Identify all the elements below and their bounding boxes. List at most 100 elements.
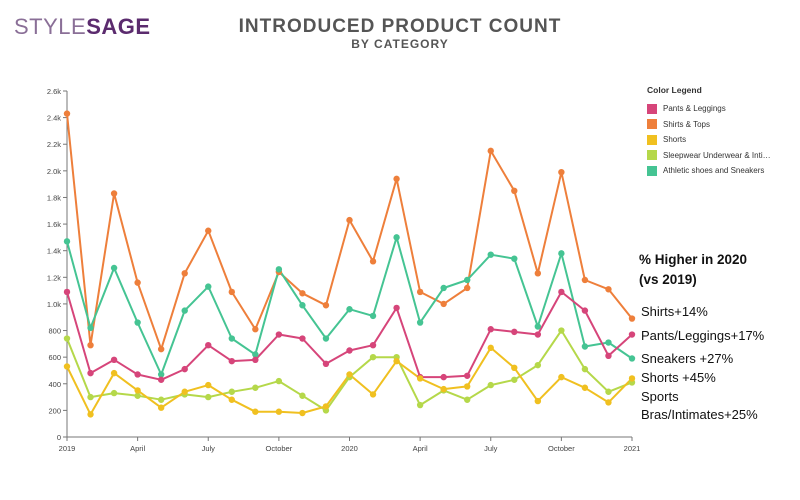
data-point-shirts-tops [110, 190, 118, 197]
data-point-sleepwear-underwear-inti [511, 376, 518, 383]
y-tick-label: 200 [48, 406, 61, 415]
annotation-shorts: Shorts +45% [641, 370, 716, 385]
data-point-athletic-shoes-and-sneakers [416, 319, 424, 326]
y-tick-label: 2.0k [47, 167, 61, 176]
data-point-athletic-shoes-and-sneakers [534, 323, 542, 330]
y-tick-label: 2.6k [47, 87, 61, 96]
data-point-shorts [511, 364, 518, 371]
data-point-shirts-tops [440, 300, 447, 308]
data-point-shorts [228, 396, 235, 403]
data-point-sleepwear-underwear-inti [252, 384, 259, 391]
legend-title: Color Legend [647, 85, 702, 95]
data-point-pants-leggings [464, 372, 471, 379]
legend-swatch-sneakers [647, 165, 657, 176]
data-point-shorts [534, 397, 542, 405]
legend-item-sneakers[interactable]: Athletic shoes and Sneakers [647, 163, 771, 179]
legend-label-shorts: Shorts [663, 135, 687, 145]
data-point-pants-leggings [63, 288, 71, 296]
series-line-pants-leggings [66, 290, 633, 381]
data-point-athletic-shoes-and-sneakers [110, 264, 118, 272]
data-point-pants-leggings [605, 352, 612, 360]
data-point-pants-leggings [181, 365, 188, 373]
chart-subtitle: BY CATEGORY [351, 37, 449, 51]
data-point-shirts-tops [181, 270, 188, 277]
chart-title: INTRODUCED PRODUCT COUNT [238, 16, 562, 37]
data-point-sleepwear-underwear-inti [63, 335, 71, 342]
legend-item-pants[interactable]: Pants & Leggings [647, 101, 771, 117]
data-point-sleepwear-underwear-inti [534, 361, 542, 369]
x-tick-label: April [413, 444, 428, 453]
data-point-sleepwear-underwear-inti [605, 388, 612, 395]
data-point-pants-leggings [157, 376, 165, 383]
legend-swatch-shirts [647, 119, 657, 130]
data-point-shirts-tops [511, 187, 518, 195]
data-point-shorts [181, 388, 188, 395]
x-tick-label: 2021 [624, 444, 641, 453]
data-point-athletic-shoes-and-sneakers [181, 307, 188, 314]
data-point-shirts-tops [63, 110, 71, 117]
x-tick-label: July [202, 444, 216, 453]
data-point-pants-leggings [252, 356, 259, 364]
data-point-athletic-shoes-and-sneakers [63, 238, 71, 245]
y-tick-label: 1.8k [47, 193, 61, 202]
data-point-shirts-tops [487, 147, 494, 155]
data-point-athletic-shoes-and-sneakers [464, 276, 471, 284]
legend-item-sleepwear[interactable]: Sleepwear Underwear & Inti… [647, 148, 771, 164]
data-point-pants-leggings [322, 360, 330, 368]
data-point-shirts-tops [228, 288, 235, 296]
data-point-pants-leggings [581, 307, 589, 314]
data-point-athletic-shoes-and-sneakers [87, 324, 94, 332]
data-point-shorts [134, 387, 141, 394]
data-point-pants-leggings [205, 341, 212, 349]
data-point-shirts-tops [464, 284, 471, 292]
series-line-shirts-tops [66, 113, 633, 351]
legend-label-shirts: Shirts & Tops [663, 119, 710, 129]
data-point-pants-leggings [87, 369, 94, 377]
data-point-shirts-tops [628, 315, 636, 322]
data-point-pants-leggings [275, 331, 283, 338]
data-point-sleepwear-underwear-inti [464, 396, 471, 403]
data-point-shirts-tops [605, 286, 612, 293]
data-point-sleepwear-underwear-inti [110, 389, 118, 397]
data-point-shorts [393, 357, 400, 365]
y-tick-label: 1.6k [47, 220, 61, 229]
annotation-pants: Pants/Leggings+17% [641, 328, 765, 343]
annotation-sports-line1: Sports [641, 389, 679, 404]
data-point-shorts [558, 373, 565, 381]
legend-label-pants: Pants & Leggings [663, 104, 726, 114]
series-line-sleepwear-underwear-inti [66, 329, 633, 412]
data-point-shirts-tops [581, 276, 589, 284]
annotation-title-line2: (vs 2019) [639, 272, 697, 287]
data-point-pants-leggings [228, 357, 235, 365]
data-point-shorts [369, 391, 377, 398]
data-point-pants-leggings [369, 341, 377, 349]
annotation-sports-line2: Bras/Intimates+25% [641, 407, 758, 422]
data-point-shirts-tops [534, 270, 542, 277]
logo-part-sage: SAGE [86, 14, 151, 39]
data-point-shirts-tops [134, 279, 141, 286]
data-point-athletic-shoes-and-sneakers [322, 335, 330, 342]
data-point-sleepwear-underwear-inti [369, 353, 377, 361]
data-point-shirts-tops [346, 216, 353, 224]
logo-part-style: STYLE [14, 14, 87, 39]
color-legend: Color Legend Pants & Leggings Shirts & T… [647, 85, 771, 179]
data-point-sleepwear-underwear-inti [299, 392, 306, 399]
data-point-shirts-tops [322, 302, 330, 309]
legend-item-shorts[interactable]: Shorts [647, 132, 771, 148]
y-tick-label: 1.2k [47, 273, 61, 282]
y-tick-label: 1.4k [47, 247, 61, 256]
data-point-pants-leggings [487, 326, 494, 333]
x-tick-label: October [548, 444, 575, 453]
data-point-shorts [464, 383, 471, 390]
legend-item-shirts[interactable]: Shirts & Tops [647, 117, 771, 133]
data-point-shirts-tops [157, 345, 165, 353]
y-tick-label: 1.0k [47, 300, 61, 309]
legend-label-sneakers: Athletic shoes and Sneakers [663, 166, 765, 176]
data-point-sleepwear-underwear-inti [157, 396, 165, 403]
legend-swatch-pants [647, 103, 657, 114]
data-point-shorts [87, 411, 94, 418]
data-point-athletic-shoes-and-sneakers [299, 302, 306, 309]
x-tick-label: July [484, 444, 498, 453]
data-point-pants-leggings [534, 331, 542, 338]
